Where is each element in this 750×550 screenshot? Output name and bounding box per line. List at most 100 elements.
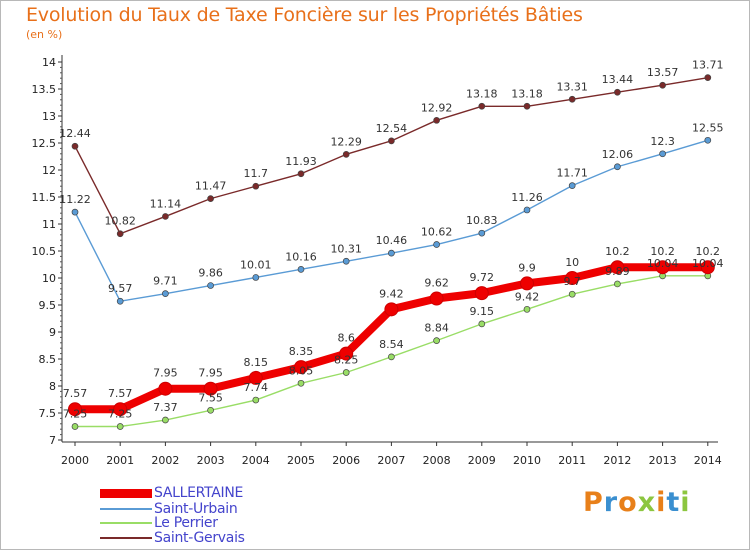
data-point <box>342 257 350 265</box>
x-tick-label: 2012 <box>603 454 631 467</box>
data-point <box>116 230 124 238</box>
x-tick-label: 2002 <box>151 454 179 467</box>
series-sallertaine <box>68 260 715 417</box>
data-point <box>523 305 531 313</box>
data-label: 13.44 <box>602 73 634 86</box>
data-point <box>158 381 173 396</box>
data-label: 13.57 <box>647 66 679 79</box>
brand-letter: x <box>637 487 657 518</box>
data-point <box>248 370 263 385</box>
data-label: 9.15 <box>470 305 495 318</box>
data-point <box>614 88 621 96</box>
data-label: 10 <box>565 256 579 269</box>
data-label: 10.31 <box>330 242 362 255</box>
data-point <box>252 274 260 281</box>
data-label: 7.95 <box>198 367 223 380</box>
data-label: 10.16 <box>285 250 317 263</box>
data-point <box>297 266 305 273</box>
x-tick-label: 2001 <box>106 454 134 467</box>
x-tick-label: 2007 <box>377 454 405 467</box>
data-label: 7.57 <box>63 387 88 400</box>
data-label: 9.42 <box>379 287 404 300</box>
data-label: 12.55 <box>692 121 724 134</box>
data-point <box>162 290 169 298</box>
data-label: 8.25 <box>334 354 359 367</box>
data-point <box>116 297 124 305</box>
chart-unit-label: (en %) <box>26 28 63 41</box>
y-tick-label: 13 <box>42 110 56 123</box>
data-point <box>162 416 169 424</box>
y-tick-label: 13.5 <box>32 83 57 96</box>
data-point <box>520 276 534 291</box>
data-point <box>610 260 625 275</box>
legend-swatch <box>100 508 152 510</box>
data-point <box>388 137 395 145</box>
y-tick-label: 7.5 <box>39 407 57 420</box>
x-tick-label: 2011 <box>558 454 586 467</box>
series-saint-gervais <box>71 74 712 238</box>
data-point <box>294 360 308 375</box>
data-point <box>478 102 486 110</box>
x-tick-label: 2006 <box>332 454 360 467</box>
data-label: 8.15 <box>244 356 269 369</box>
series-le-perrier <box>71 272 712 430</box>
data-label: 7.57 <box>108 387 133 400</box>
brand-logo: Proxiti <box>583 487 691 518</box>
data-point <box>565 271 580 285</box>
legend-label: Saint-Urbain <box>154 501 238 517</box>
data-label: 13.71 <box>692 59 724 72</box>
series-layer <box>68 74 715 430</box>
data-label: 12.06 <box>602 148 634 161</box>
data-label: 9.86 <box>198 267 223 280</box>
y-tick-label: 8 <box>49 380 56 393</box>
y-tick-label: 14 <box>42 56 56 69</box>
data-label: 10.04 <box>647 257 679 270</box>
data-point <box>68 402 82 417</box>
y-tick-label: 8.5 <box>39 353 57 366</box>
legend-swatch <box>100 488 152 498</box>
data-point <box>342 150 350 158</box>
brand-letter: i <box>656 487 667 518</box>
y-tick-label: 11 <box>42 218 56 231</box>
data-label: 10.82 <box>104 215 136 228</box>
data-label: 11.47 <box>195 180 227 193</box>
brand-letter: i <box>680 487 691 518</box>
data-label: 8.6 <box>337 332 355 345</box>
data-point <box>614 280 621 288</box>
data-label: 9.89 <box>605 265 630 278</box>
data-point <box>339 346 354 361</box>
data-label: 10.2 <box>605 245 630 258</box>
data-label: 7.37 <box>153 401 178 414</box>
data-label: 11.14 <box>150 197 182 210</box>
data-labels-layer: 7.57 7.57 7.95 7.95 8.15 8.35 8.6 9.42 9.62 9.72 9… <box>59 59 723 421</box>
data-point <box>388 249 395 257</box>
data-point <box>655 260 670 275</box>
data-point <box>162 213 169 220</box>
data-label: 7.55 <box>198 391 223 404</box>
series-saint-urbain <box>71 136 712 305</box>
y-tick-label: 10 <box>42 272 56 285</box>
y-tick-label: 9.5 <box>39 299 57 312</box>
data-point <box>704 136 712 144</box>
data-point <box>113 402 128 417</box>
x-tick-label: 2014 <box>694 454 722 467</box>
data-point <box>568 290 576 298</box>
data-label: 10.04 <box>692 257 724 270</box>
legend-label: SALLERTAINE <box>154 485 244 501</box>
data-label: 10.2 <box>696 245 721 258</box>
data-label: 12.44 <box>59 127 91 140</box>
y-tick-label: 9 <box>49 326 56 339</box>
x-tick-label: 2008 <box>423 454 451 467</box>
data-label: 7.95 <box>153 367 178 380</box>
data-point <box>433 116 440 124</box>
data-point <box>659 150 666 158</box>
data-label: 10.62 <box>421 226 453 239</box>
data-label: 7.25 <box>63 408 88 421</box>
brand-letter: P <box>583 487 604 518</box>
data-point <box>384 302 399 317</box>
data-label: 10.2 <box>650 245 675 258</box>
data-point <box>252 396 260 404</box>
x-tick-label: 2010 <box>513 454 541 467</box>
data-label: 10.46 <box>376 234 408 247</box>
